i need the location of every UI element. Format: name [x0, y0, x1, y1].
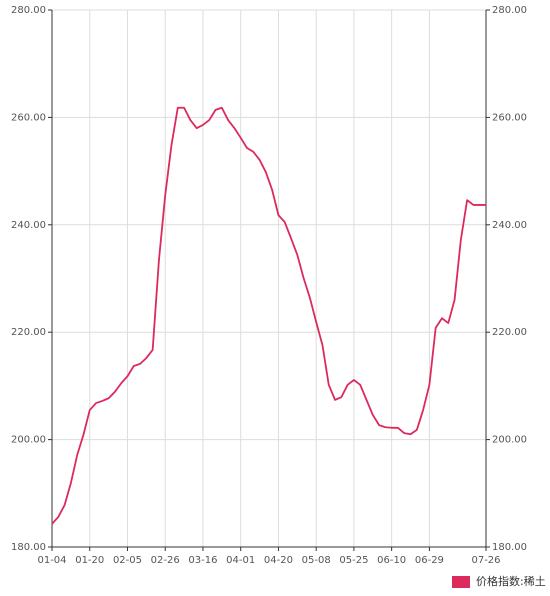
x-tick-label: 01-20 [75, 555, 104, 566]
x-tick-label: 05-25 [339, 555, 368, 566]
y2-tick-label: 240.00 [492, 220, 527, 231]
y-tick-label: 260.00 [11, 112, 46, 123]
y-tick-label: 240.00 [11, 220, 46, 231]
x-tick-label: 07-26 [471, 555, 500, 566]
y2-tick-label: 280.00 [492, 5, 527, 16]
x-tick-label: 03-16 [188, 555, 217, 566]
line-series [51, 106, 486, 525]
x-tick-label: 05-08 [302, 555, 331, 566]
y2-tick-label: 260.00 [492, 112, 527, 123]
y2-tick-label: 220.00 [492, 327, 527, 338]
y-tick-label: 180.00 [11, 542, 46, 553]
legend-label: 价格指数:稀土 [476, 574, 546, 588]
y2-tick-label: 200.00 [492, 435, 527, 446]
y-tick-label: 220.00 [11, 327, 46, 338]
x-tick-label: 02-05 [113, 555, 142, 566]
x-tick-label: 02-26 [151, 555, 180, 566]
y2-tick-label: 180.00 [492, 542, 527, 553]
legend-swatch [452, 576, 470, 588]
x-tick-label: 01-04 [37, 555, 66, 566]
x-tick-label: 04-01 [226, 555, 255, 566]
y-tick-label: 280.00 [11, 5, 46, 16]
y-tick-label: 200.00 [11, 435, 46, 446]
x-tick-label: 06-10 [377, 555, 406, 566]
x-tick-label: 06-29 [415, 555, 444, 566]
x-tick-label: 04-20 [264, 555, 293, 566]
